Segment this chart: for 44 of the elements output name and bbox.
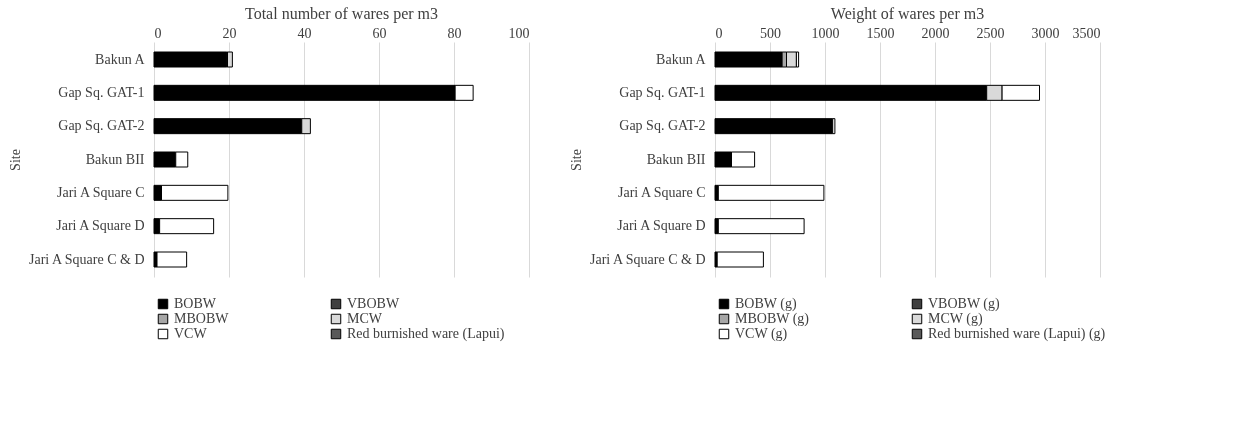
legend-label: VCW <box>174 326 208 341</box>
chart-title: Weight of wares per m3 <box>830 5 985 23</box>
y-tick-label: Jari A Square D <box>56 218 145 234</box>
y-tick-label: Gap Sq. GAT-1 <box>58 84 145 100</box>
y-tick-label: Jari A Square C & D <box>590 251 706 267</box>
x-tick-label: 1000 <box>811 25 840 41</box>
y-tick-label: Bakun A <box>95 51 146 67</box>
legend-label: VCW (g) <box>735 326 788 342</box>
y-tick-label: Bakun A <box>656 51 707 67</box>
y-axis-title: Site <box>8 149 24 171</box>
y-tick-label: Jari A Square D <box>617 218 706 234</box>
chart-title: Total number of wares per m3 <box>244 5 439 23</box>
y-tick-label: Jari A Square C <box>57 184 145 200</box>
x-tick-label: 1500 <box>866 25 895 41</box>
x-tick-label: 3500 <box>1072 25 1101 41</box>
legend-label: MBOBW <box>174 311 230 326</box>
y-tick-label: Jari A Square C <box>618 184 706 200</box>
legend-label: BOBW <box>174 296 217 311</box>
x-tick-label: 2500 <box>976 25 1005 41</box>
legend-label: MCW <box>347 311 383 326</box>
x-tick-label: 40 <box>297 25 312 41</box>
x-tick-label: 0 <box>715 25 723 41</box>
y-tick-label: Bakun BII <box>646 151 706 167</box>
x-tick-label: 60 <box>372 25 387 41</box>
y-tick-label: Bakun BII <box>85 151 145 167</box>
y-tick-label: Gap Sq. GAT-2 <box>619 118 706 134</box>
legend-label: BOBW (g) <box>735 296 797 312</box>
legend-label: Red burnished ware (Lapui) (g) <box>928 326 1106 342</box>
x-tick-label: 0 <box>154 25 162 41</box>
y-tick-label: Gap Sq. GAT-1 <box>619 84 706 100</box>
legend-label: MCW (g) <box>928 311 983 327</box>
x-tick-label: 20 <box>222 25 237 41</box>
legend-label: MBOBW (g) <box>735 311 810 327</box>
x-tick-label: 80 <box>447 25 462 41</box>
x-tick-label: 2000 <box>921 25 950 41</box>
y-axis-title: Site <box>569 149 585 171</box>
y-tick-label: Jari A Square C & D <box>29 251 145 267</box>
x-tick-label: 500 <box>760 25 781 41</box>
y-tick-label: Gap Sq. GAT-2 <box>58 118 145 134</box>
x-tick-label: 3000 <box>1031 25 1060 41</box>
legend-label: VBOBW <box>347 296 400 311</box>
legend-label: Red burnished ware (Lapui) <box>347 326 505 342</box>
legend-label: VBOBW (g) <box>928 296 1001 312</box>
x-tick-label: 100 <box>508 25 530 41</box>
